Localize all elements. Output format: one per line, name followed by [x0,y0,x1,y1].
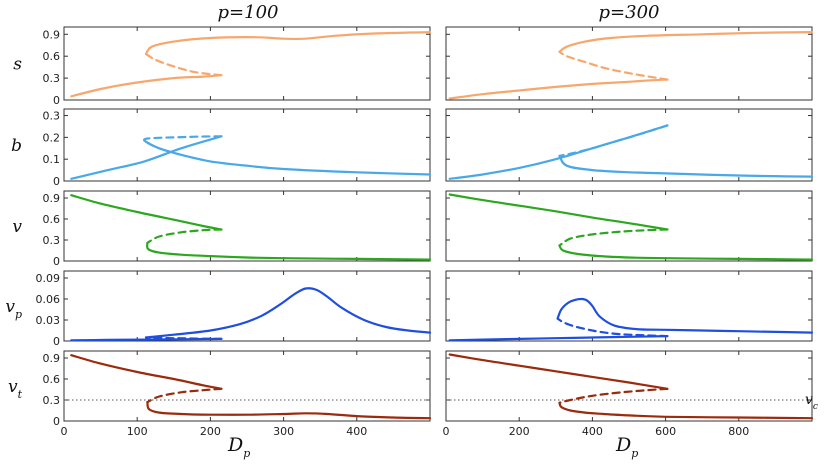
panel-frame [63,108,431,182]
column-title-p100: p=100 [218,2,279,23]
y-tick-label: 0.9 [43,28,61,41]
series-stable-rising [448,124,669,180]
x-tick-label: 200 [200,425,221,438]
y-tick-label: 0.9 [43,352,61,365]
y-tick-label: 0 [53,255,60,268]
series-stable-decay [142,137,432,176]
series-unstable [146,135,223,140]
series-unstable [558,387,669,404]
y-tick-label: 0 [53,175,60,188]
panel-r1-c0: 0 0.1 0.2 0.3 [43,108,432,188]
series-stable-low [70,337,223,342]
x-tick-label: 0 [443,425,450,438]
y-tick-label: 0.6 [43,213,61,226]
panel-r4-c0: 0 0.3 0.6 0.9 0 100 200 300 400 [43,350,432,438]
y-tick-label: 0.3 [43,234,61,247]
series-stable-high [558,31,814,53]
panel-frame [445,270,813,342]
series-stable-low [448,78,669,100]
series-unstable [144,52,223,77]
series-stable-low [146,241,432,261]
series-stable-high [144,287,432,339]
panel-r0-c0: 0 0.3 0.6 0.9 [43,26,432,107]
series-stable-low [558,244,814,261]
panel-r1-c1 [445,108,814,182]
panel-r0-c1 [445,26,814,101]
series-unstable [556,317,669,338]
y-tick-label: 0.6 [43,373,61,386]
series-stable-rising [70,135,223,180]
series-stable-high [70,194,223,231]
x-tick-label: 100 [127,425,148,438]
series-stable-low [146,401,432,420]
series-stable-high [448,353,669,390]
series-unstable [146,387,223,404]
series-unstable [144,336,223,340]
y-tick-label: 0 [53,94,60,107]
row-label-2: v [12,217,22,237]
y-tick-label: 0.1 [43,153,61,166]
y-tick-label: 0.9 [43,192,61,205]
y-tick-label: 0.3 [43,110,61,123]
row-label-3: vp [5,297,22,321]
y-tick-label: 0.3 [43,72,61,85]
row-label-0: s [13,55,22,75]
x-tick-label: 0 [61,425,68,438]
panel-grid: s 0 0.3 0.6 0.9 b 0 0.1 0.2 0.3 v 0 0.3 0.6 0.9 vp 0 0.03… [5,26,814,438]
y-tick-label: 0.3 [43,394,61,407]
x-axis-label-right: Dp [615,434,638,460]
x-tick-label: 400 [346,425,367,438]
series-unstable [146,228,223,244]
panel-r4-c1: 0 200 400 600 800 [443,350,814,438]
y-tick-label: 0 [53,415,60,428]
x-tick-label: 600 [655,425,676,438]
panel-frame [63,26,431,101]
panel-frame [445,350,813,422]
panel-frame [445,190,813,262]
series-unstable [558,124,669,157]
column-title-p300: p=300 [599,2,660,23]
panel-frame [63,350,431,422]
series-stable-high [70,354,223,390]
panel-r2-c1 [445,190,814,262]
series-stable-decay [558,154,814,178]
x-tick-label: 200 [509,425,530,438]
panel-frame [445,26,813,101]
series-stable-low [70,74,223,98]
series-stable-low [448,335,669,342]
panel-r3-c0: 0 0.03 0.06 0.09 [36,270,432,348]
series-stable-high [448,193,669,231]
x-axis-label-left: Dp [227,434,250,460]
x-tick-label: 400 [582,425,603,438]
panel-r2-c0: 0 0.3 0.6 0.9 [43,190,432,268]
panel-r3-c1 [445,270,814,342]
row-label-4: vt [8,377,23,401]
threshold-label: vc [805,392,818,412]
y-tick-label: 0 [53,335,60,348]
series-unstable [558,228,669,247]
x-tick-label: 800 [728,425,749,438]
panel-frame [63,190,431,262]
y-tick-label: 0.06 [36,293,61,306]
panel-frame [445,108,813,182]
x-tick-label: 300 [273,425,294,438]
series-stable-high [556,297,814,334]
y-tick-label: 0.6 [43,50,61,63]
panel-frame [63,270,431,342]
row-label-1: b [11,136,22,156]
series-stable-high [144,31,432,56]
y-tick-label: 0.09 [36,272,61,285]
y-tick-label: 0.2 [43,131,61,144]
series-unstable [558,50,669,81]
y-tick-label: 0.03 [36,314,61,327]
series-stable-low [558,401,814,420]
